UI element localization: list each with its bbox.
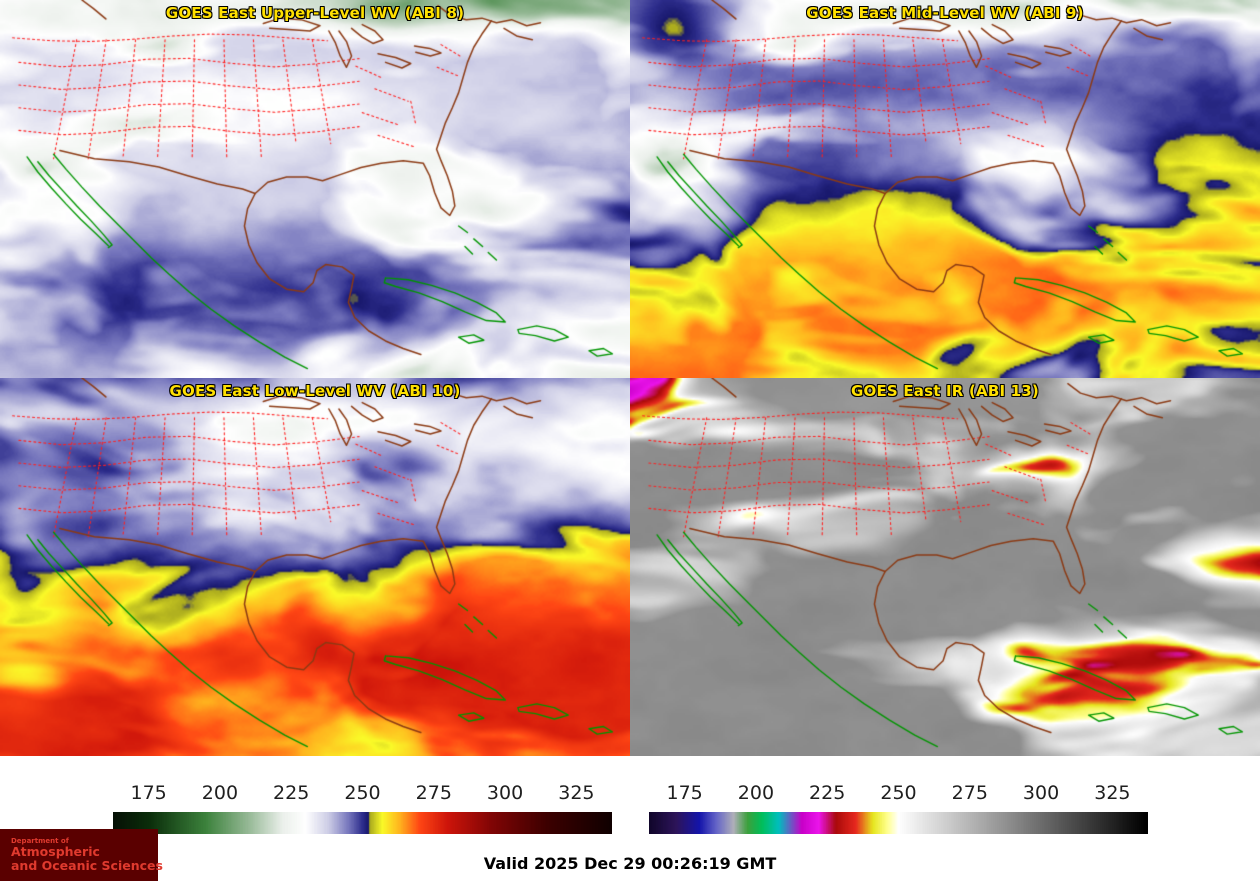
uw-aos-logo: W Department of Atmospheric and Oceanic … xyxy=(0,829,163,881)
tick-label: 200 xyxy=(737,782,775,804)
tick-label: 225 xyxy=(273,782,310,804)
panel-mid-level-wv: GOES East Mid-Level WV (ABI 9) xyxy=(630,0,1260,378)
tick-label: 275 xyxy=(951,782,988,804)
tick-label: 275 xyxy=(415,782,452,804)
ir-colorbar xyxy=(649,812,1148,834)
tick-label: 325 xyxy=(1094,782,1131,804)
map-overlay-canvas xyxy=(0,378,630,756)
tick-label: 300 xyxy=(1022,782,1060,804)
footer: 175 200 225 250 275 300 325 175 200 225 … xyxy=(0,756,1260,881)
logo-text: Department of Atmospheric and Oceanic Sc… xyxy=(11,836,163,873)
panel-title: GOES East Upper-Level WV (ABI 8) xyxy=(165,4,465,22)
panel-ir: GOES East IR (ABI 13) xyxy=(630,378,1260,756)
wv-colorbar-group: 175 200 225 250 275 300 325 xyxy=(113,756,612,881)
tick-label: 300 xyxy=(486,782,524,804)
panel-low-level-wv: GOES East Low-Level WV (ABI 10) xyxy=(0,378,630,756)
tick-label: 225 xyxy=(809,782,846,804)
wv-colorbar-ticks: 175 200 225 250 275 300 325 xyxy=(113,782,612,806)
tick-label: 250 xyxy=(344,782,381,804)
panel-title: GOES East Mid-Level WV (ABI 9) xyxy=(806,4,1084,22)
panel-title: GOES East IR (ABI 13) xyxy=(850,382,1039,400)
satellite-panel-grid: GOES East Upper-Level WV (ABI 8) GOES Ea… xyxy=(0,0,1260,756)
valid-time: Valid 2025 Dec 29 00:26:19 GMT xyxy=(483,854,777,873)
logo-main-line-1: Atmospheric xyxy=(11,844,100,860)
panel-title: GOES East Low-Level WV (ABI 10) xyxy=(169,382,461,400)
tick-label: 175 xyxy=(666,782,703,804)
panel-upper-level-wv: GOES East Upper-Level WV (ABI 8) xyxy=(0,0,630,378)
tick-label: 175 xyxy=(130,782,167,804)
tick-label: 325 xyxy=(558,782,595,804)
logo-main-line-2: and Oceanic Sciences xyxy=(11,857,163,873)
wv-colorbar xyxy=(113,812,612,834)
map-overlay-canvas xyxy=(0,0,630,378)
logo-dept-line: Department of xyxy=(11,836,69,845)
tick-label: 250 xyxy=(880,782,917,804)
map-overlay-canvas xyxy=(630,0,1260,378)
ir-colorbar-group: 175 200 225 250 275 300 325 xyxy=(649,756,1148,881)
ir-colorbar-ticks: 175 200 225 250 275 300 325 xyxy=(649,782,1148,806)
map-overlay-canvas xyxy=(630,378,1260,756)
tick-label: 200 xyxy=(201,782,239,804)
